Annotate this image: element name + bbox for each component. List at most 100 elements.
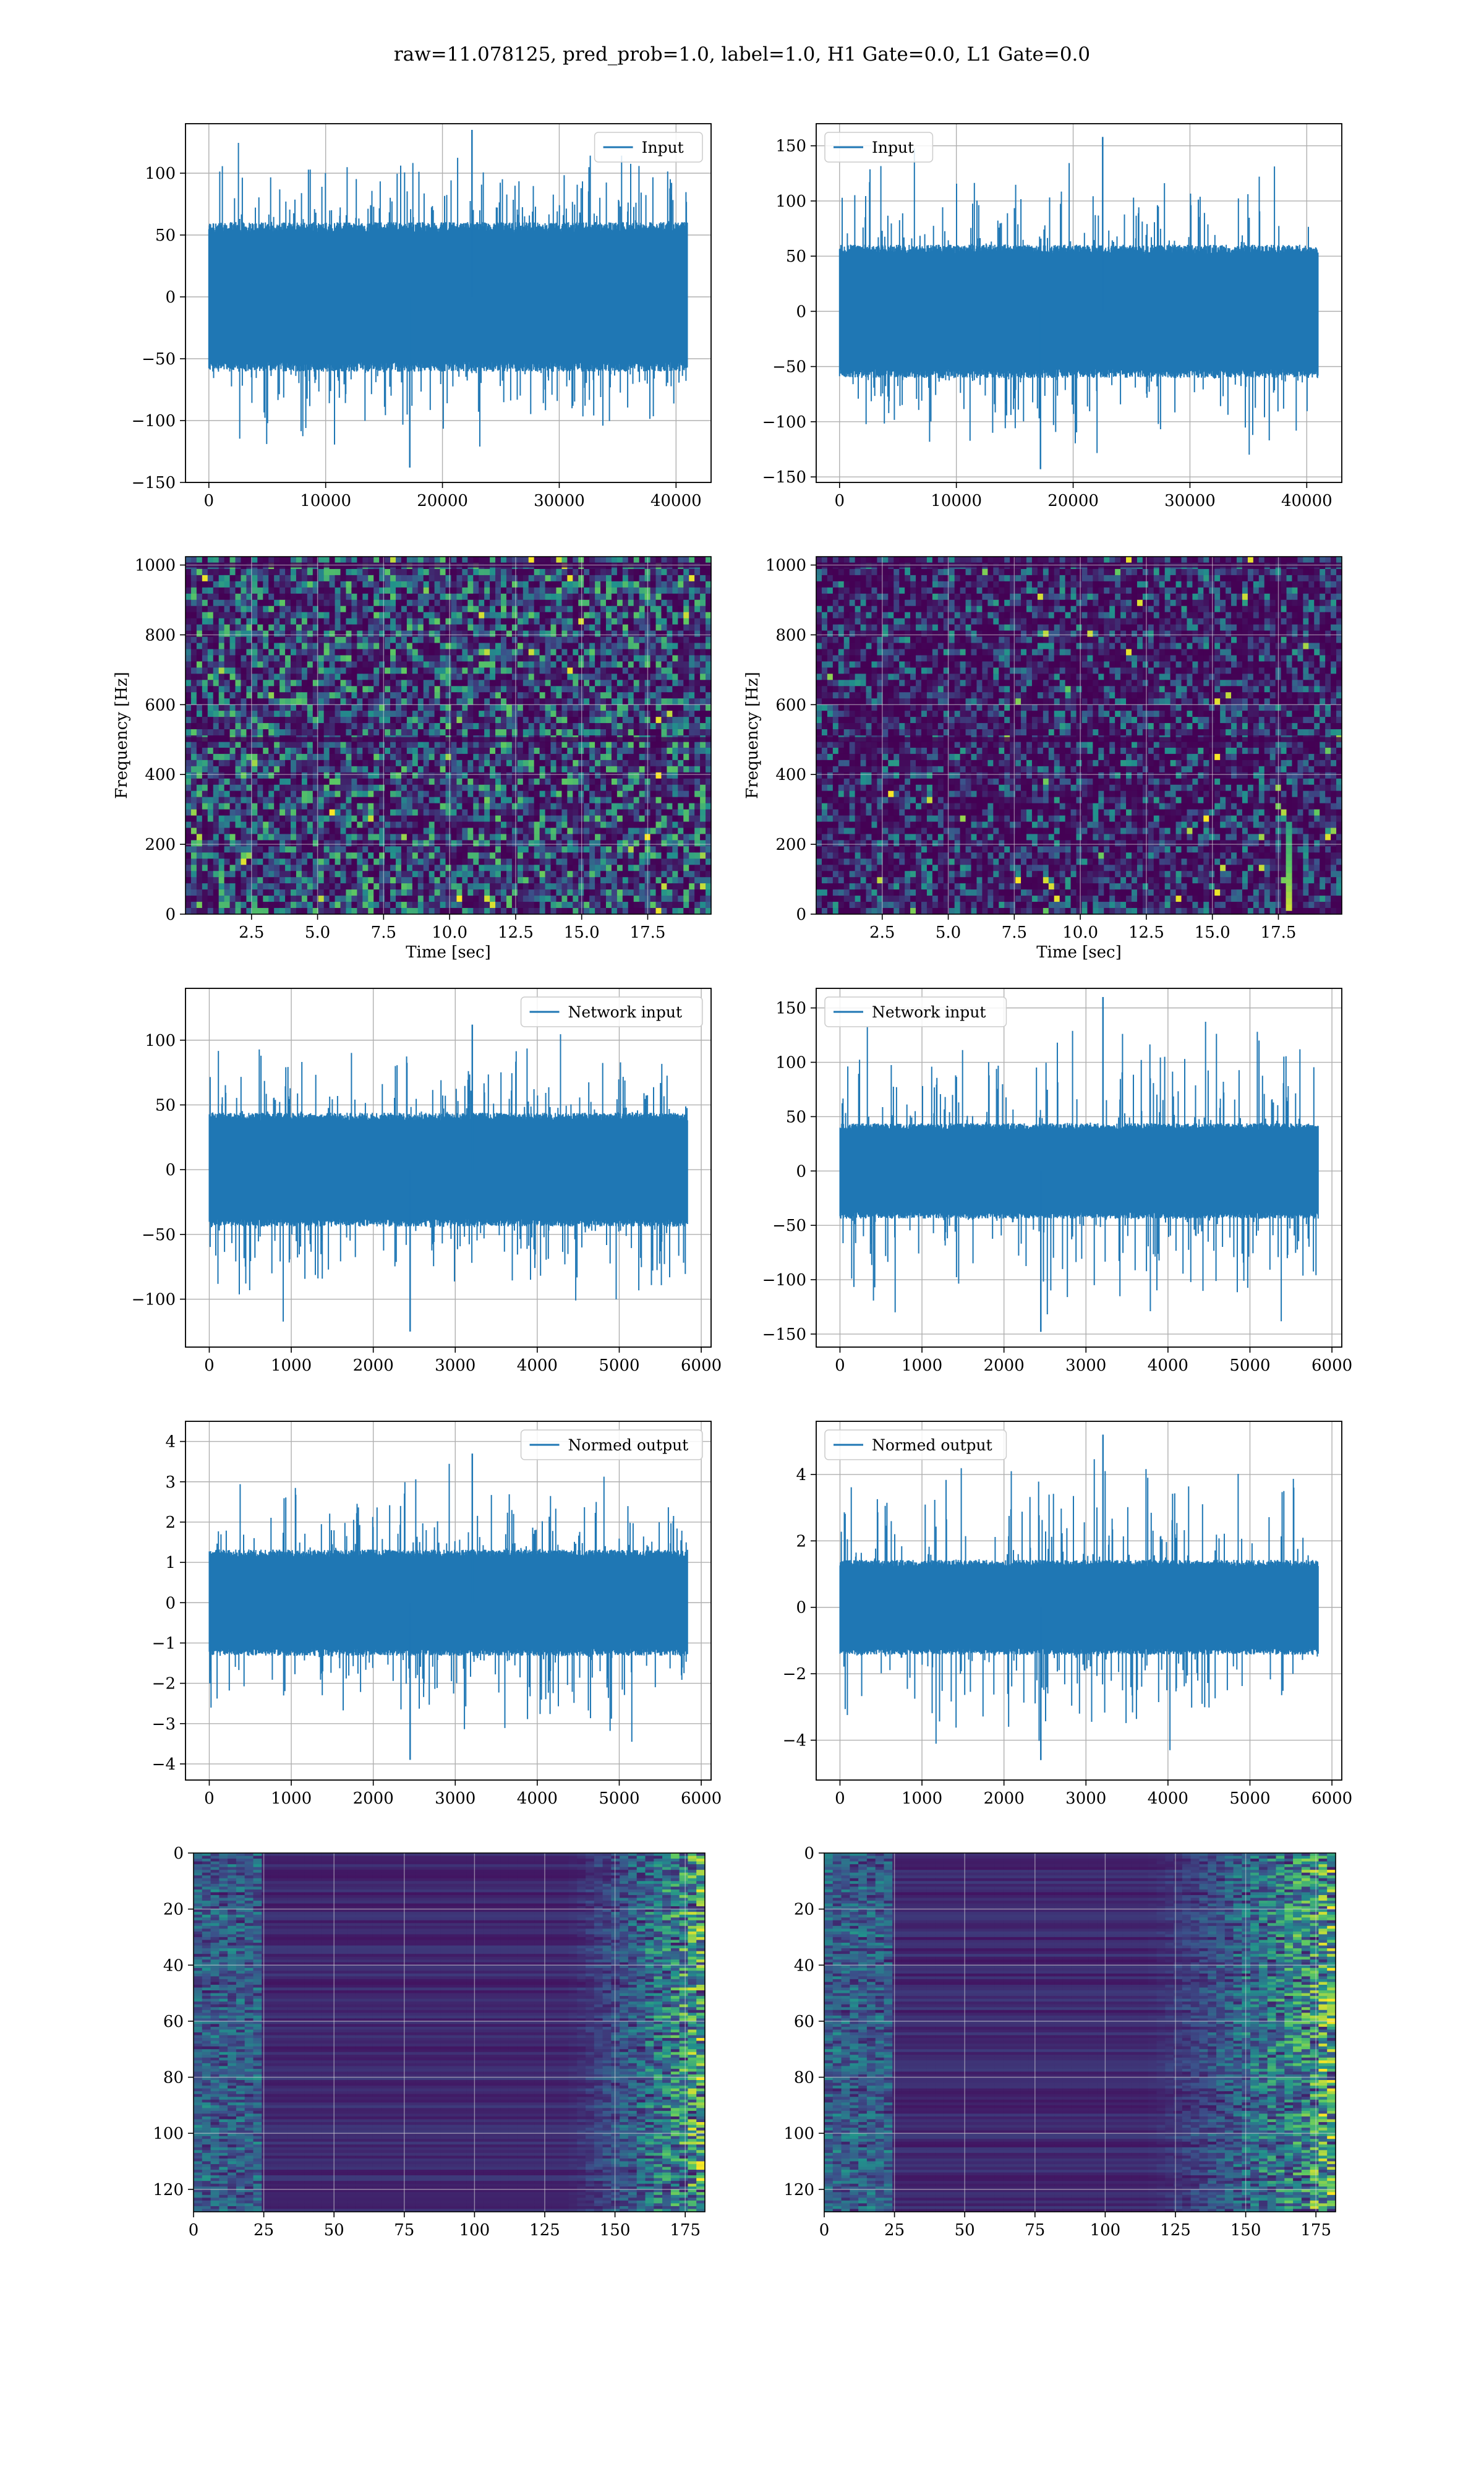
x-tick-label: 10000	[300, 492, 351, 510]
x-tick-label: 30000	[1164, 492, 1216, 510]
x-tick-label: 2000	[984, 1356, 1025, 1375]
x-tick-label: 4000	[517, 1789, 558, 1808]
chart-input_l1: 0 10000 20000 30000 40000−150−100−5005010015…	[762, 124, 1342, 510]
y-tick-label: 0	[796, 905, 806, 924]
y-tick-label: 60	[163, 2013, 184, 2031]
x-tick-label: 2000	[353, 1356, 394, 1375]
y-tick-label: 40	[794, 1956, 814, 1975]
x-tick-label: 4000	[517, 1356, 558, 1375]
y-tick-label: −150	[762, 468, 806, 487]
x-tick-label: 40000	[1281, 492, 1333, 510]
y-tick-label: 80	[163, 2069, 184, 2087]
y-tick-label: 0	[796, 1599, 806, 1617]
x-tick-label: 6000	[1311, 1789, 1352, 1808]
y-tick-label: 100	[775, 192, 806, 211]
heatmap-cells	[186, 557, 712, 915]
x-tick-label: 3000	[1065, 1789, 1106, 1808]
legend: Normed output	[521, 1430, 702, 1460]
signal-line	[840, 1022, 1318, 1321]
y-tick-label: 100	[145, 165, 176, 183]
x-tick-label: 7.5	[1002, 923, 1027, 942]
x-tick-label: 75	[1025, 2221, 1045, 2240]
x-axis-label: Time [sec]	[1036, 943, 1122, 962]
y-tick-label: 0	[165, 288, 176, 307]
heatmap-cells	[824, 1853, 1336, 2212]
y-tick-label: 120	[783, 2181, 814, 2199]
y-tick-label: 2	[796, 1532, 806, 1551]
x-tick-label: 3000	[435, 1356, 475, 1375]
x-tick-label: 75	[394, 2221, 414, 2240]
heatmap-cells	[816, 557, 1342, 915]
x-tick-label: 0	[835, 492, 845, 510]
chirp-mark	[1286, 822, 1292, 829]
y-tick-label: 80	[794, 2069, 814, 2087]
x-tick-label: 1000	[271, 1789, 312, 1808]
signal-line	[210, 1034, 688, 1322]
x-tick-label: 0	[819, 2221, 830, 2240]
y-tick-label: 100	[783, 2125, 814, 2143]
chart-net_h1: 0 1000 2000 3000 4000 5000 6000−100−50050100Ne…	[132, 988, 722, 1375]
x-tick-label: 0	[204, 1789, 215, 1808]
y-tick-label: 1	[165, 1554, 176, 1572]
y-tick-label: 1000	[135, 557, 176, 575]
x-tick-label: 17.5	[630, 923, 666, 942]
y-tick-label: 0	[796, 302, 806, 321]
x-tick-label: 5000	[599, 1356, 639, 1375]
x-tick-label: 5000	[1229, 1789, 1270, 1808]
y-tick-label: 100	[775, 1054, 806, 1072]
x-tick-label: 2000	[353, 1789, 394, 1808]
x-tick-label: 125	[1160, 2221, 1191, 2240]
y-tick-label: −100	[132, 412, 176, 430]
x-tick-label: 30000	[534, 492, 585, 510]
y-tick-label: 20	[794, 1901, 814, 1919]
x-tick-label: 1000	[271, 1356, 312, 1375]
x-tick-label: 3000	[1065, 1356, 1106, 1375]
x-tick-label: 125	[529, 2221, 560, 2240]
x-tick-label: 2.5	[239, 923, 264, 942]
x-tick-label: 5.0	[305, 923, 330, 942]
x-tick-label: 5000	[1229, 1356, 1270, 1375]
x-tick-label: 25	[884, 2221, 905, 2240]
signal-line	[209, 143, 688, 447]
y-tick-label: 800	[145, 626, 176, 644]
y-tick-label: 40	[163, 1956, 184, 1975]
y-tick-label: 50	[786, 247, 806, 266]
x-tick-label: 17.5	[1261, 923, 1297, 942]
y-tick-label: −100	[762, 1271, 806, 1290]
y-tick-label: 150	[775, 999, 806, 1018]
y-tick-label: −50	[772, 1217, 806, 1235]
y-tick-label: 0	[796, 1162, 806, 1181]
y-tick-label: −3	[152, 1715, 176, 1734]
y-tick-label: −150	[762, 1325, 806, 1344]
y-tick-label: 600	[145, 696, 176, 714]
x-tick-label: 15.0	[564, 923, 600, 942]
y-tick-label: 200	[775, 836, 806, 854]
x-tick-label: 12.5	[1128, 923, 1164, 942]
legend-label: Normed output	[568, 1436, 689, 1454]
y-tick-label: 600	[775, 696, 806, 714]
legend: Input	[825, 132, 932, 162]
heatmap-cells	[194, 1853, 706, 2212]
x-tick-label: 40000	[650, 492, 702, 510]
x-tick-label: 25	[254, 2221, 274, 2240]
x-tick-label: 1000	[902, 1356, 942, 1375]
y-tick-label: −50	[142, 350, 176, 369]
y-tick-label: −100	[762, 413, 806, 432]
y-tick-label: 3	[165, 1473, 176, 1492]
x-tick-label: 2000	[984, 1789, 1025, 1808]
y-tick-label: 0	[165, 1594, 176, 1612]
x-tick-label: 0	[189, 2221, 199, 2240]
y-tick-label: 150	[775, 137, 806, 156]
x-tick-label: 20000	[417, 492, 468, 510]
y-tick-label: −4	[783, 1732, 806, 1750]
legend: Normed output	[825, 1430, 1006, 1460]
x-tick-label: 12.5	[498, 923, 534, 942]
heatmap-band	[816, 737, 1342, 742]
x-tick-label: 5.0	[936, 923, 961, 942]
x-tick-label: 100	[1090, 2221, 1121, 2240]
legend: Network input	[521, 997, 702, 1027]
